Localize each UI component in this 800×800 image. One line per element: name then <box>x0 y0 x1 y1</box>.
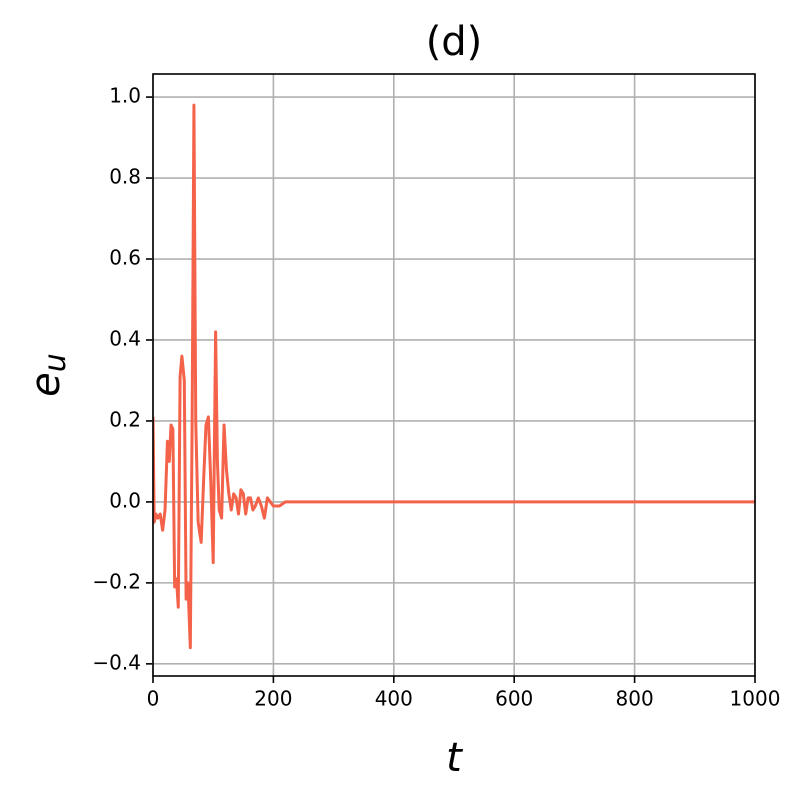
x-axis-label: t <box>446 735 463 781</box>
x-tick-label: 200 <box>254 687 292 711</box>
y-tick-label: 1.0 <box>109 84 141 108</box>
x-tick-label: 400 <box>375 687 413 711</box>
y-axis-label-base: e <box>23 372 69 397</box>
y-tick-label: 0.8 <box>109 165 141 189</box>
y-tick-label: −0.4 <box>92 650 141 674</box>
y-tick-label: 0.2 <box>109 407 141 431</box>
y-axis-label-subscript: u <box>38 353 73 372</box>
y-tick-label: 0.4 <box>109 326 141 350</box>
y-tick-label: 0.0 <box>109 488 141 512</box>
chart-title: (d) <box>426 19 483 65</box>
plot-frame <box>152 73 756 677</box>
y-tick-label: 0.6 <box>109 246 141 270</box>
x-tick-label: 1000 <box>730 687 781 711</box>
y-axis-label: eu <box>23 353 73 397</box>
x-tick-label: 0 <box>147 687 160 711</box>
x-tick-label: 600 <box>495 687 533 711</box>
x-tick-label: 800 <box>616 687 654 711</box>
y-tick-label: −0.2 <box>92 569 141 593</box>
data-line <box>153 103 755 650</box>
